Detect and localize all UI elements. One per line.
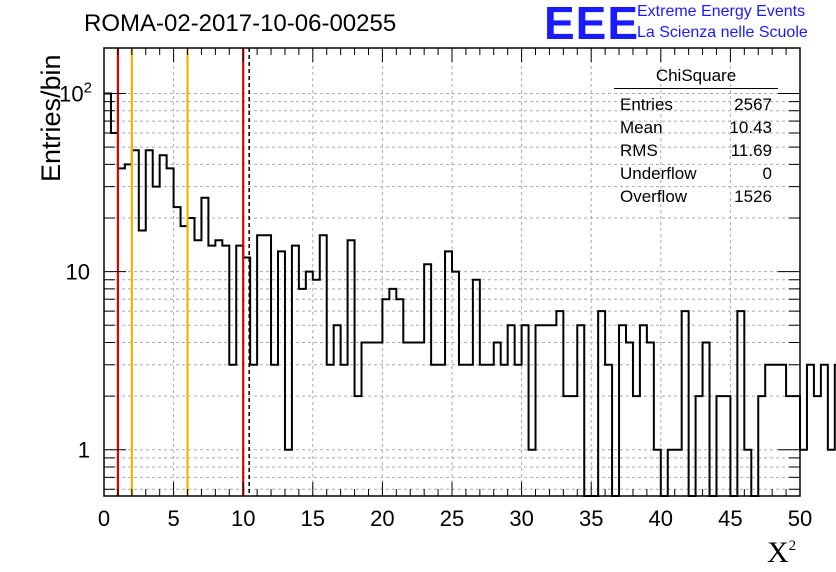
stats-row-underflow: Underflow 0 xyxy=(614,162,778,185)
stats-row-mean: Mean 10.43 xyxy=(614,116,778,139)
stats-box: ChiSquare Entries 2567 Mean 10.43 RMS 11.69… xyxy=(614,66,778,208)
x-axis-label: X2 xyxy=(767,536,797,569)
y-tick-label: 102 xyxy=(59,79,92,106)
x-tick-label: 40 xyxy=(649,506,673,531)
x-tick-label: 15 xyxy=(301,506,325,531)
y-axis-label: Entries/bin xyxy=(36,54,66,182)
eee-logo: EEE xyxy=(544,0,640,49)
x-tick-label: 35 xyxy=(579,506,603,531)
page-title: ROMA-02-2017-10-06-00255 xyxy=(84,10,397,37)
stats-value: 11.69 xyxy=(730,141,772,160)
x-tick-label: 25 xyxy=(440,506,464,531)
y-tick-label: 1 xyxy=(78,438,90,463)
x-tick-label: 45 xyxy=(718,506,742,531)
logo-line-1: Extreme Energy Events xyxy=(637,3,806,20)
y-tick-label: 10 xyxy=(66,260,90,285)
stats-label: Underflow xyxy=(620,164,697,183)
stats-label: RMS xyxy=(620,141,658,160)
x-tick-label: 5 xyxy=(167,506,179,531)
stats-value: 0 xyxy=(762,164,772,183)
x-tick-label: 50 xyxy=(788,506,812,531)
stats-row-entries: Entries 2567 xyxy=(614,93,778,116)
stats-label: Mean xyxy=(620,118,663,137)
stats-label: Overflow xyxy=(620,187,688,206)
x-tick-label: 0 xyxy=(98,506,110,531)
stats-row-rms: RMS 11.69 xyxy=(614,139,778,162)
x-tick-label: 20 xyxy=(370,506,394,531)
stats-row-overflow: Overflow 1526 xyxy=(614,185,778,208)
x-tick-label: 10 xyxy=(231,506,255,531)
stats-label: Entries xyxy=(620,95,673,114)
x-tick-label: 30 xyxy=(509,506,533,531)
stats-value: 2567 xyxy=(734,95,772,114)
stats-title: ChiSquare xyxy=(614,66,778,89)
logo-line-2: La Scienza nelle Scuole xyxy=(637,24,808,41)
stats-value: 1526 xyxy=(734,187,772,206)
stats-value: 10.43 xyxy=(729,118,772,137)
